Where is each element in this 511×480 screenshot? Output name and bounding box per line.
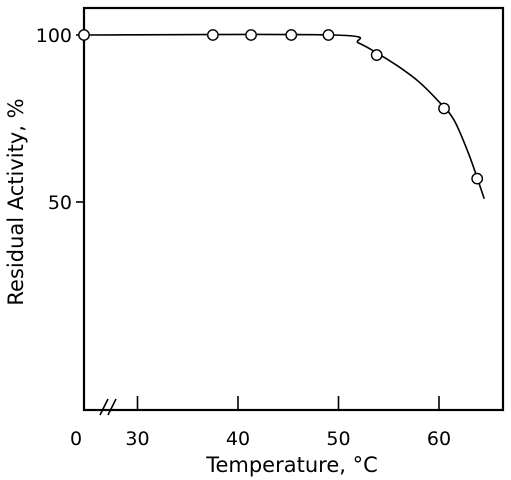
x-tick-label: 0 bbox=[70, 428, 82, 450]
y-axis-title: Residual Activity, % bbox=[4, 98, 28, 305]
x-tick-label: 40 bbox=[226, 428, 250, 450]
axis-break-slash bbox=[99, 398, 109, 416]
y-tick-label: 50 bbox=[48, 192, 72, 214]
data-points bbox=[78, 29, 484, 185]
data-point bbox=[245, 29, 257, 41]
data-point bbox=[370, 49, 383, 61]
data-point bbox=[285, 29, 298, 41]
data-point bbox=[78, 29, 90, 41]
data-point bbox=[322, 29, 335, 41]
y-axis-ticks: 100 50 bbox=[36, 25, 84, 214]
data-point bbox=[206, 29, 219, 41]
x-tick-label: 50 bbox=[326, 428, 350, 450]
x-tick-label: 60 bbox=[427, 428, 451, 450]
plot-frame bbox=[82, 6, 505, 412]
series-line bbox=[83, 33, 485, 199]
data-point bbox=[471, 172, 484, 185]
data-point bbox=[438, 102, 450, 115]
x-axis-ticks: 0 30 40 50 60 bbox=[70, 396, 451, 450]
y-tick-label: 100 bbox=[36, 25, 72, 47]
x-tick-label: 30 bbox=[125, 428, 149, 450]
axis-break-mark bbox=[99, 398, 117, 416]
x-axis-title: Temperature, °C bbox=[205, 453, 378, 477]
axis-break-slash bbox=[107, 398, 117, 416]
